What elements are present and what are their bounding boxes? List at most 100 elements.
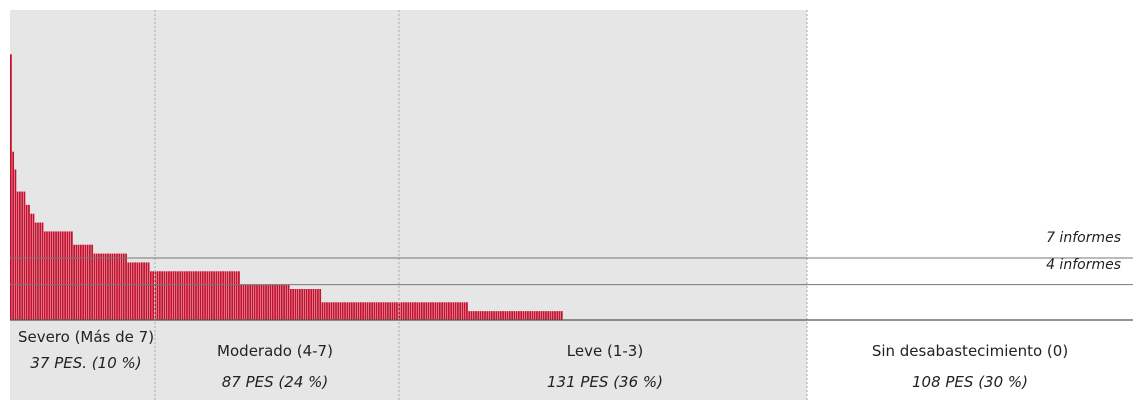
- bar: [267, 284, 270, 320]
- bar: [107, 253, 109, 320]
- bar: [79, 244, 82, 320]
- bar: [549, 311, 552, 320]
- bar: [310, 289, 313, 320]
- bar: [251, 284, 254, 320]
- bar: [256, 284, 258, 320]
- bar: [89, 244, 91, 320]
- bar: [95, 253, 98, 320]
- bar: [48, 231, 51, 320]
- segment-category-severo: Severo (Más de 7): [17, 328, 155, 346]
- bar: [61, 231, 64, 320]
- bar: [82, 244, 85, 320]
- bar: [499, 311, 502, 320]
- bar: [326, 302, 328, 320]
- bar: [271, 284, 274, 320]
- bar: [472, 311, 475, 320]
- bar: [174, 271, 177, 320]
- bar: [204, 271, 206, 320]
- bar: [224, 271, 227, 320]
- bar: [226, 271, 229, 320]
- bar: [330, 302, 333, 320]
- bar: [159, 271, 161, 320]
- bar: [131, 262, 134, 320]
- bar: [122, 253, 125, 320]
- bar: [459, 302, 462, 320]
- segment-category-moderado: Moderado (4-7): [217, 342, 333, 360]
- bar: [448, 302, 450, 320]
- bar: [183, 271, 186, 320]
- bar: [357, 302, 360, 320]
- bar: [341, 302, 344, 320]
- bar: [371, 302, 374, 320]
- bar: [518, 311, 520, 320]
- bar: [380, 302, 383, 320]
- bar: [463, 302, 466, 320]
- bar: [229, 271, 231, 320]
- bar: [348, 302, 351, 320]
- bar: [477, 311, 480, 320]
- bar: [542, 311, 545, 320]
- bar: [260, 284, 263, 320]
- bar: [249, 284, 252, 320]
- bar: [337, 302, 340, 320]
- bar: [450, 302, 453, 320]
- bar: [172, 271, 175, 320]
- bar: [222, 271, 224, 320]
- bar: [57, 231, 60, 320]
- bar: [215, 271, 218, 320]
- bar: [558, 311, 561, 320]
- bar: [84, 244, 87, 320]
- bar: [350, 302, 353, 320]
- bar: [100, 253, 103, 320]
- bar: [443, 302, 446, 320]
- bar: [389, 302, 392, 320]
- bar: [551, 311, 554, 320]
- bar: [502, 311, 504, 320]
- chart-background-panel: [10, 10, 807, 400]
- bar: [296, 289, 299, 320]
- bar: [55, 231, 57, 320]
- bar: [515, 311, 518, 320]
- bar: [41, 222, 44, 320]
- segment-label-moderado: Moderado (4-7) 87 PES (24 %): [170, 342, 380, 391]
- bar: [197, 271, 200, 320]
- bar: [292, 289, 294, 320]
- bar: [364, 302, 367, 320]
- bar: [495, 311, 498, 320]
- bar: [113, 253, 116, 320]
- bar: [479, 311, 482, 320]
- bar: [19, 191, 21, 320]
- bar: [235, 271, 238, 320]
- bar: [206, 271, 209, 320]
- bar: [104, 253, 107, 320]
- bar: [28, 204, 30, 320]
- bar: [165, 271, 168, 320]
- bar: [73, 244, 75, 320]
- bar: [199, 271, 202, 320]
- bar: [335, 302, 337, 320]
- bar: [328, 302, 331, 320]
- bar: [258, 284, 261, 320]
- bar: [427, 302, 430, 320]
- bar: [531, 311, 534, 320]
- bar: [129, 262, 132, 320]
- bar: [359, 302, 362, 320]
- bar: [454, 302, 457, 320]
- bar: [262, 284, 265, 320]
- bar: [127, 262, 130, 320]
- bar: [125, 253, 127, 320]
- bar: [231, 271, 234, 320]
- bar: [301, 289, 304, 320]
- bar: [425, 302, 428, 320]
- bar: [387, 302, 389, 320]
- bar: [64, 231, 66, 320]
- bar: [77, 244, 80, 320]
- bar: [414, 302, 416, 320]
- bar: [156, 271, 159, 320]
- bar: [163, 271, 166, 320]
- bar: [213, 271, 215, 320]
- bar: [305, 289, 308, 320]
- bar: [405, 302, 407, 320]
- bar: [504, 311, 507, 320]
- bar: [116, 253, 118, 320]
